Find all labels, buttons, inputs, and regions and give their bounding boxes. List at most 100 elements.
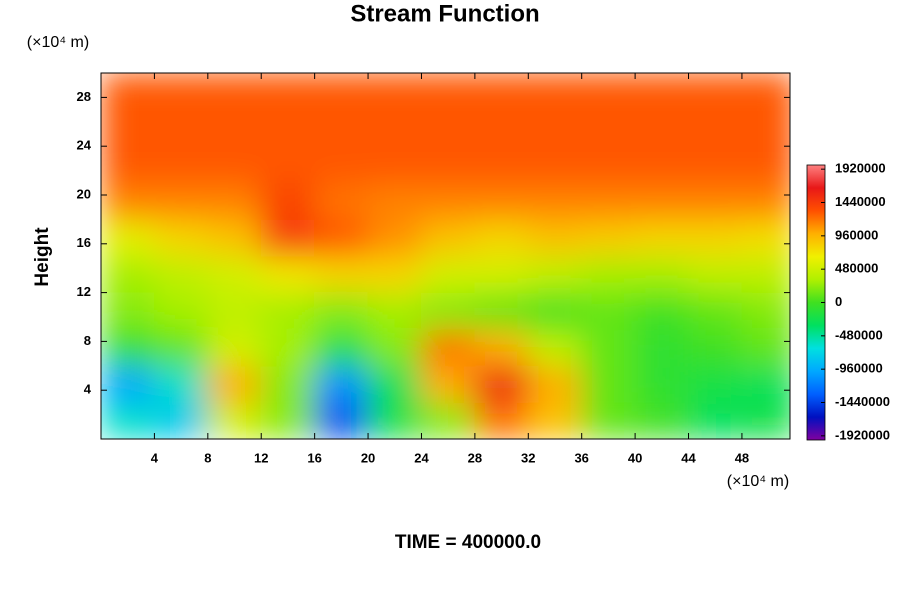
x-unit: (×10⁴ m) (727, 473, 789, 490)
heatmap-cell (153, 401, 209, 439)
y-tick-label: 8 (84, 333, 91, 348)
heatmap-cell (581, 73, 636, 111)
heatmap-cell (153, 145, 209, 184)
heatmap-cell (153, 292, 209, 330)
heatmap-cell (367, 292, 422, 330)
x-tick-label: 4 (151, 450, 159, 465)
heatmap-cell (101, 401, 155, 439)
heatmap-cell (101, 218, 155, 257)
heatmap-cell (314, 292, 369, 330)
y-axis-label: Height (32, 227, 53, 287)
heatmap-cell (527, 182, 583, 220)
y-tick-label: 24 (77, 138, 92, 153)
x-tick-label: 12 (254, 450, 268, 465)
y-tick-label: 20 (77, 186, 91, 201)
heatmap-cell (688, 218, 743, 257)
heatmap-cell (634, 73, 690, 111)
heatmap-cell (474, 255, 529, 294)
heatmap-cell (741, 182, 790, 220)
x-tick-label: 44 (681, 450, 696, 465)
heatmap-cell (260, 218, 316, 257)
heatmap-cell (527, 218, 583, 257)
heatmap-cell (420, 255, 476, 294)
heatmap-cell (367, 328, 422, 367)
heatmap-cell (634, 182, 690, 220)
heatmap-cell (688, 365, 743, 403)
heatmap-cell (474, 109, 529, 147)
heatmap-cell (314, 182, 369, 220)
heatmap-cell (634, 145, 690, 184)
heatmap-cell (420, 365, 476, 403)
heatmap-cell (581, 145, 636, 184)
x-tick-label: 16 (307, 450, 321, 465)
heatmap-cell (260, 255, 316, 294)
plot-frame (100, 72, 791, 440)
heatmap-cell (260, 73, 316, 111)
y-unit: (×10⁴ m) (27, 34, 89, 51)
time-annotation: TIME = 400000.0 (395, 532, 541, 553)
heatmap-cell (367, 255, 422, 294)
heatmap-cell (581, 365, 636, 403)
heatmap-cell (153, 182, 209, 220)
heatmap-cell (207, 73, 262, 111)
heatmap-cell (367, 109, 422, 147)
heatmap-cell (101, 365, 155, 403)
colorbar-tick-label: 1920000 (835, 161, 886, 176)
heatmap-cell (314, 145, 369, 184)
heatmap-cell (688, 328, 743, 367)
heatmap-cell (101, 292, 155, 330)
heatmap-cell (527, 109, 583, 147)
heatmap-cell (634, 218, 690, 257)
heatmap-cell (741, 401, 790, 439)
heatmap-cell (527, 255, 583, 294)
heatmap-cell (581, 292, 636, 330)
heatmap-cell (527, 145, 583, 184)
heatmap-cell (474, 73, 529, 111)
heatmap-cell (474, 328, 529, 367)
heatmap-cell (367, 218, 422, 257)
heatmap-cell (101, 255, 155, 294)
x-tick-label: 36 (574, 450, 588, 465)
heatmap-cell (741, 145, 790, 184)
heatmap-cell (688, 292, 743, 330)
heatmap-cell (101, 73, 155, 111)
y-tick-label: 12 (77, 284, 91, 299)
heatmap-cell (420, 292, 476, 330)
heatmap-cell (634, 255, 690, 294)
heatmap-cell (474, 182, 529, 220)
x-tick-label: 8 (204, 450, 211, 465)
heatmap-cell (420, 401, 476, 439)
heatmap-cell (207, 255, 262, 294)
heatmap-cell (260, 109, 316, 147)
heatmap-cell (741, 328, 790, 367)
heatmap-cell (101, 109, 155, 147)
heatmap-cell (741, 365, 790, 403)
heatmap-cell (527, 292, 583, 330)
y-tick-label: 16 (77, 235, 91, 250)
colorbar-tick-label: 480000 (835, 261, 878, 276)
colorbar-tick-label: -480000 (835, 327, 883, 342)
heatmap-cell (741, 73, 790, 111)
heatmap-cell (101, 182, 155, 220)
heatmap-cell (367, 365, 422, 403)
heatmap-cell (314, 328, 369, 367)
y-tick-label: 4 (84, 382, 92, 397)
heatmap-cell (367, 145, 422, 184)
x-tick-label: 20 (361, 450, 375, 465)
x-tick-label: 32 (521, 450, 535, 465)
heatmap-cell (314, 401, 369, 439)
heatmap-cell (420, 109, 476, 147)
heatmap-cell (688, 109, 743, 147)
heatmap-cell (688, 145, 743, 184)
heatmap-cell (474, 401, 529, 439)
heatmap-cell (634, 365, 690, 403)
heatmap-cell (153, 365, 209, 403)
heatmap-cell (153, 218, 209, 257)
heatmap-cell (101, 145, 155, 184)
heatmap-cell (314, 365, 369, 403)
heatmap-cell (314, 218, 369, 257)
heatmap-cell (207, 292, 262, 330)
heatmap-cell (207, 401, 262, 439)
heatmap-cell (420, 182, 476, 220)
